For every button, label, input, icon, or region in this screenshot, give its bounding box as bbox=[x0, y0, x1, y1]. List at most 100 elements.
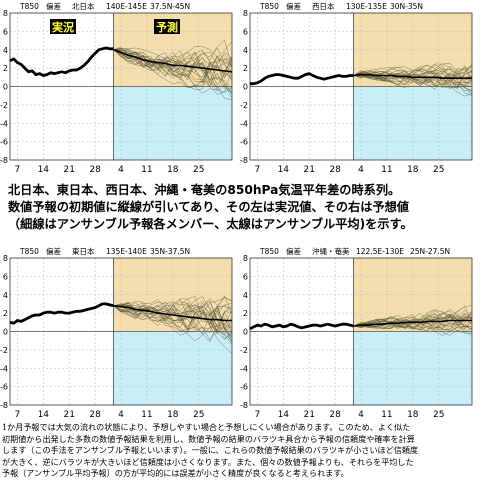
ensemble-member-line bbox=[113, 296, 233, 342]
x-tick-label: 21 bbox=[63, 165, 74, 175]
ensemble-member-line bbox=[113, 39, 233, 81]
ensemble-member-line bbox=[353, 315, 473, 331]
chart-okinawa-amami-svg: -8 -6 -4 -2 0 2 4 6 8 7 14 21 28 4 11 18 25 T850 偏差 沖縄・奄美 12… bbox=[240, 246, 473, 420]
x-tick-label: 11 bbox=[381, 410, 392, 420]
title-part: 140E-145E bbox=[106, 2, 147, 11]
y-tick-label: 4 bbox=[243, 291, 248, 300]
chart-north-japan-svg: -8 -6 -4 -2 0 2 4 6 8 7 14 21 28 4 11 18 25 T850 偏差 北日本 140E… bbox=[0, 1, 233, 175]
x-tick-label: 18 bbox=[407, 410, 419, 420]
y-tick-label: 6 bbox=[3, 272, 8, 281]
chart-okinawa-amami: -8 -6 -4 -2 0 2 4 6 8 7 14 21 28 4 11 18 25 T850 偏差 沖縄・奄美 12… bbox=[240, 245, 480, 425]
y-tick-label: 2 bbox=[3, 64, 8, 73]
title-part: 37.5N-45N bbox=[150, 2, 190, 11]
title-part: 東日本 bbox=[72, 246, 95, 256]
title-part: T850 bbox=[259, 2, 279, 11]
ensemble-member-line bbox=[113, 47, 233, 78]
ensemble-mean-line bbox=[353, 73, 472, 79]
title-part: T850 bbox=[19, 2, 39, 11]
footnote-line: します（この手法をアンサンブル予報といいます）。一般に、これらの数値予報結果のバ… bbox=[2, 445, 419, 456]
forecast-badge-bg bbox=[154, 19, 180, 34]
ensemble-member-line bbox=[353, 305, 473, 329]
ensemble-footnote: 1か月予報では大気の流れの状態により、予想しやすい場合と予想しにくい場合がありま… bbox=[2, 422, 480, 480]
y-tick-label: -6 bbox=[0, 383, 8, 392]
y-tick-label: -4 bbox=[0, 119, 8, 128]
title-part: 偏差 bbox=[46, 246, 61, 256]
x-tick-label: 4 bbox=[358, 165, 364, 175]
y-tick-label: -8 bbox=[0, 156, 8, 165]
title-part: 135E-140E bbox=[106, 247, 147, 256]
x-tick-label: 4 bbox=[118, 410, 124, 420]
ensemble-member-line bbox=[113, 49, 233, 94]
y-tick-label: -2 bbox=[0, 101, 8, 110]
ensemble-member-line bbox=[113, 304, 233, 334]
y-tick-label: -8 bbox=[0, 401, 8, 410]
y-tick-label: -6 bbox=[240, 138, 248, 147]
x-tick-label: 14 bbox=[38, 165, 50, 175]
ensemble-member-line bbox=[113, 49, 233, 84]
observed-badge-bg bbox=[50, 19, 76, 34]
caption-line-1: 北日本、東日本、西日本、沖縄・奄美の850hPa気温平年差の時系列。 bbox=[8, 183, 401, 197]
x-tick-label: 11 bbox=[381, 165, 392, 175]
y-tick-label: -4 bbox=[240, 119, 248, 128]
title-part: 北日本 bbox=[72, 1, 95, 11]
ensemble-members bbox=[353, 62, 473, 97]
y-tick-label: 2 bbox=[243, 309, 248, 318]
y-tick-label: 6 bbox=[243, 272, 248, 281]
x-tick-label: 28 bbox=[329, 410, 341, 420]
chart-east-japan-svg: -8 -6 -4 -2 0 2 4 6 8 7 14 21 28 4 11 18 25 T850 偏差 東日本 135E… bbox=[0, 246, 233, 420]
x-tick-label: 25 bbox=[433, 165, 444, 175]
x-tick-label: 14 bbox=[278, 410, 290, 420]
title-part: 25N-27.5N bbox=[410, 247, 450, 256]
title-part: 30N-35N bbox=[390, 2, 423, 11]
x-tick-label: 28 bbox=[329, 165, 341, 175]
x-tick-label: 11 bbox=[141, 165, 152, 175]
observed-line bbox=[250, 72, 354, 86]
footnote-line: が大きく、逆にバラツキが大きいほど信頼度は小さくなります。また、個々の数値予報よ… bbox=[2, 456, 414, 467]
forecast-badge: 予測 bbox=[154, 19, 180, 34]
ensemble-member-line bbox=[353, 70, 473, 91]
ensemble-member-line bbox=[113, 295, 233, 325]
y-tick-label: -6 bbox=[0, 138, 8, 147]
ensemble-member-line bbox=[353, 70, 472, 83]
ensemble-member-line bbox=[353, 316, 473, 336]
ensemble-member-line bbox=[113, 49, 233, 94]
x-tick-label: 25 bbox=[193, 410, 204, 420]
title-part: T850 bbox=[19, 247, 39, 256]
y-tick-label: 8 bbox=[3, 9, 8, 18]
ensemble-mean-line bbox=[113, 305, 232, 322]
title-part: T850 bbox=[259, 247, 279, 256]
chart-east-japan: -8 -6 -4 -2 0 2 4 6 8 7 14 21 28 4 11 18 25 T850 偏差 東日本 135E… bbox=[0, 245, 240, 425]
title-part: 西日本 bbox=[312, 1, 335, 11]
plot-frame bbox=[249, 12, 473, 161]
title-part: 偏差 bbox=[286, 246, 301, 256]
footnote-line: 1か月予報では大気の流れの状態により、予想しやすい場合と予想しにくい場合がありま… bbox=[2, 422, 411, 432]
x-tick-label: 7 bbox=[15, 410, 21, 420]
y-tick-label: 4 bbox=[243, 46, 248, 55]
figure-caption: 北日本、東日本、西日本、沖縄・奄美の850hPa気温平年差の時系列。 数値予報の… bbox=[8, 182, 478, 233]
title-part: 35N-37.5N bbox=[150, 247, 190, 256]
chart-west-japan-svg: -8 -6 -4 -2 0 2 4 6 8 7 14 21 28 4 11 18 25 T850 偏差 西日本 130E… bbox=[240, 1, 473, 175]
ensemble-member-line bbox=[113, 49, 233, 93]
y-tick-label: -6 bbox=[240, 383, 248, 392]
observed-line bbox=[9, 302, 114, 325]
y-tick-label: 0 bbox=[243, 83, 248, 92]
x-tick-label: 14 bbox=[278, 165, 290, 175]
x-tick-label: 25 bbox=[193, 165, 204, 175]
title-part: 122.5E-130E bbox=[356, 247, 404, 256]
observed-badge: 実況 bbox=[50, 19, 76, 34]
y-tick-label: -4 bbox=[240, 364, 248, 373]
x-tick-label: 4 bbox=[118, 165, 124, 175]
y-tick-label: 8 bbox=[243, 254, 248, 263]
title-part: 沖縄・奄美 bbox=[312, 246, 350, 256]
observed-line bbox=[249, 322, 354, 330]
ensemble-member-line bbox=[113, 304, 233, 343]
y-tick-label: -4 bbox=[0, 364, 8, 373]
ensemble-member-line bbox=[113, 303, 233, 340]
plot-frame bbox=[9, 12, 233, 161]
observed-line bbox=[9, 46, 114, 77]
x-tick-label: 11 bbox=[141, 410, 152, 420]
footnote-line: 予報（アンサンブル平均予報）の方が平均的には誤差が小さく精度が良くなると考えられ… bbox=[2, 468, 349, 479]
ensemble-member-line bbox=[113, 302, 233, 332]
y-tick-label: -2 bbox=[0, 346, 8, 355]
x-tick-label: 7 bbox=[15, 165, 21, 175]
